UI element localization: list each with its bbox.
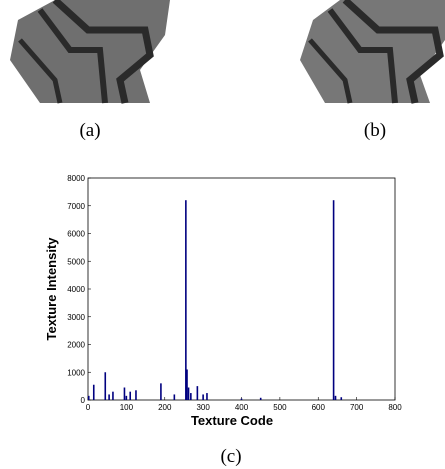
bar: [125, 395, 128, 400]
y-tick-label: 6000: [67, 230, 85, 239]
bar: [187, 387, 190, 400]
caption: (a): [79, 120, 100, 141]
bar: [185, 200, 187, 400]
bar: [135, 390, 137, 400]
y-tick-label: 8000: [67, 174, 85, 183]
y-tick-label: 4000: [67, 285, 85, 294]
bar: [240, 398, 243, 400]
y-tick-label: 3000: [67, 313, 85, 322]
bar: [196, 386, 199, 400]
bar: [123, 387, 126, 400]
x-tick-label: 0: [86, 403, 91, 412]
bar: [160, 383, 162, 400]
caption: (c): [220, 446, 241, 467]
y-tick-label: 1000: [67, 368, 85, 377]
plot-frame: [87, 177, 396, 401]
bar: [186, 369, 188, 400]
x-tick-label: 700: [350, 403, 364, 412]
bar: [87, 395, 90, 400]
y-tick-label: 0: [81, 396, 86, 405]
image-a: [10, 0, 170, 104]
x-tick-label: 600: [312, 403, 326, 412]
y-tick-label: 5000: [67, 257, 85, 266]
bar: [202, 394, 204, 400]
bar: [334, 395, 337, 400]
bar: [173, 394, 176, 400]
bar: [332, 200, 335, 400]
bar: [112, 391, 114, 400]
bar: [92, 384, 95, 400]
bar: [206, 393, 208, 400]
bar: [108, 394, 110, 400]
x-tick-label: 400: [235, 403, 249, 412]
image-b: [300, 0, 445, 104]
x-tick-label: 100: [120, 403, 134, 412]
x-tick-label: 200: [158, 403, 172, 412]
bar: [104, 372, 107, 400]
bar: [129, 391, 132, 400]
x-tick-label: 300: [196, 403, 210, 412]
x-axis-label: Texture Code: [191, 413, 273, 428]
bar: [340, 397, 343, 400]
bar: [190, 393, 192, 400]
bar: [259, 397, 262, 400]
y-tick-label: 7000: [67, 202, 85, 211]
caption: (b): [364, 120, 386, 141]
x-tick-label: 800: [388, 403, 402, 412]
y-axis-label: Texture Intensity: [44, 237, 59, 341]
y-tick-label: 2000: [67, 341, 85, 350]
x-tick-label: 500: [273, 403, 287, 412]
